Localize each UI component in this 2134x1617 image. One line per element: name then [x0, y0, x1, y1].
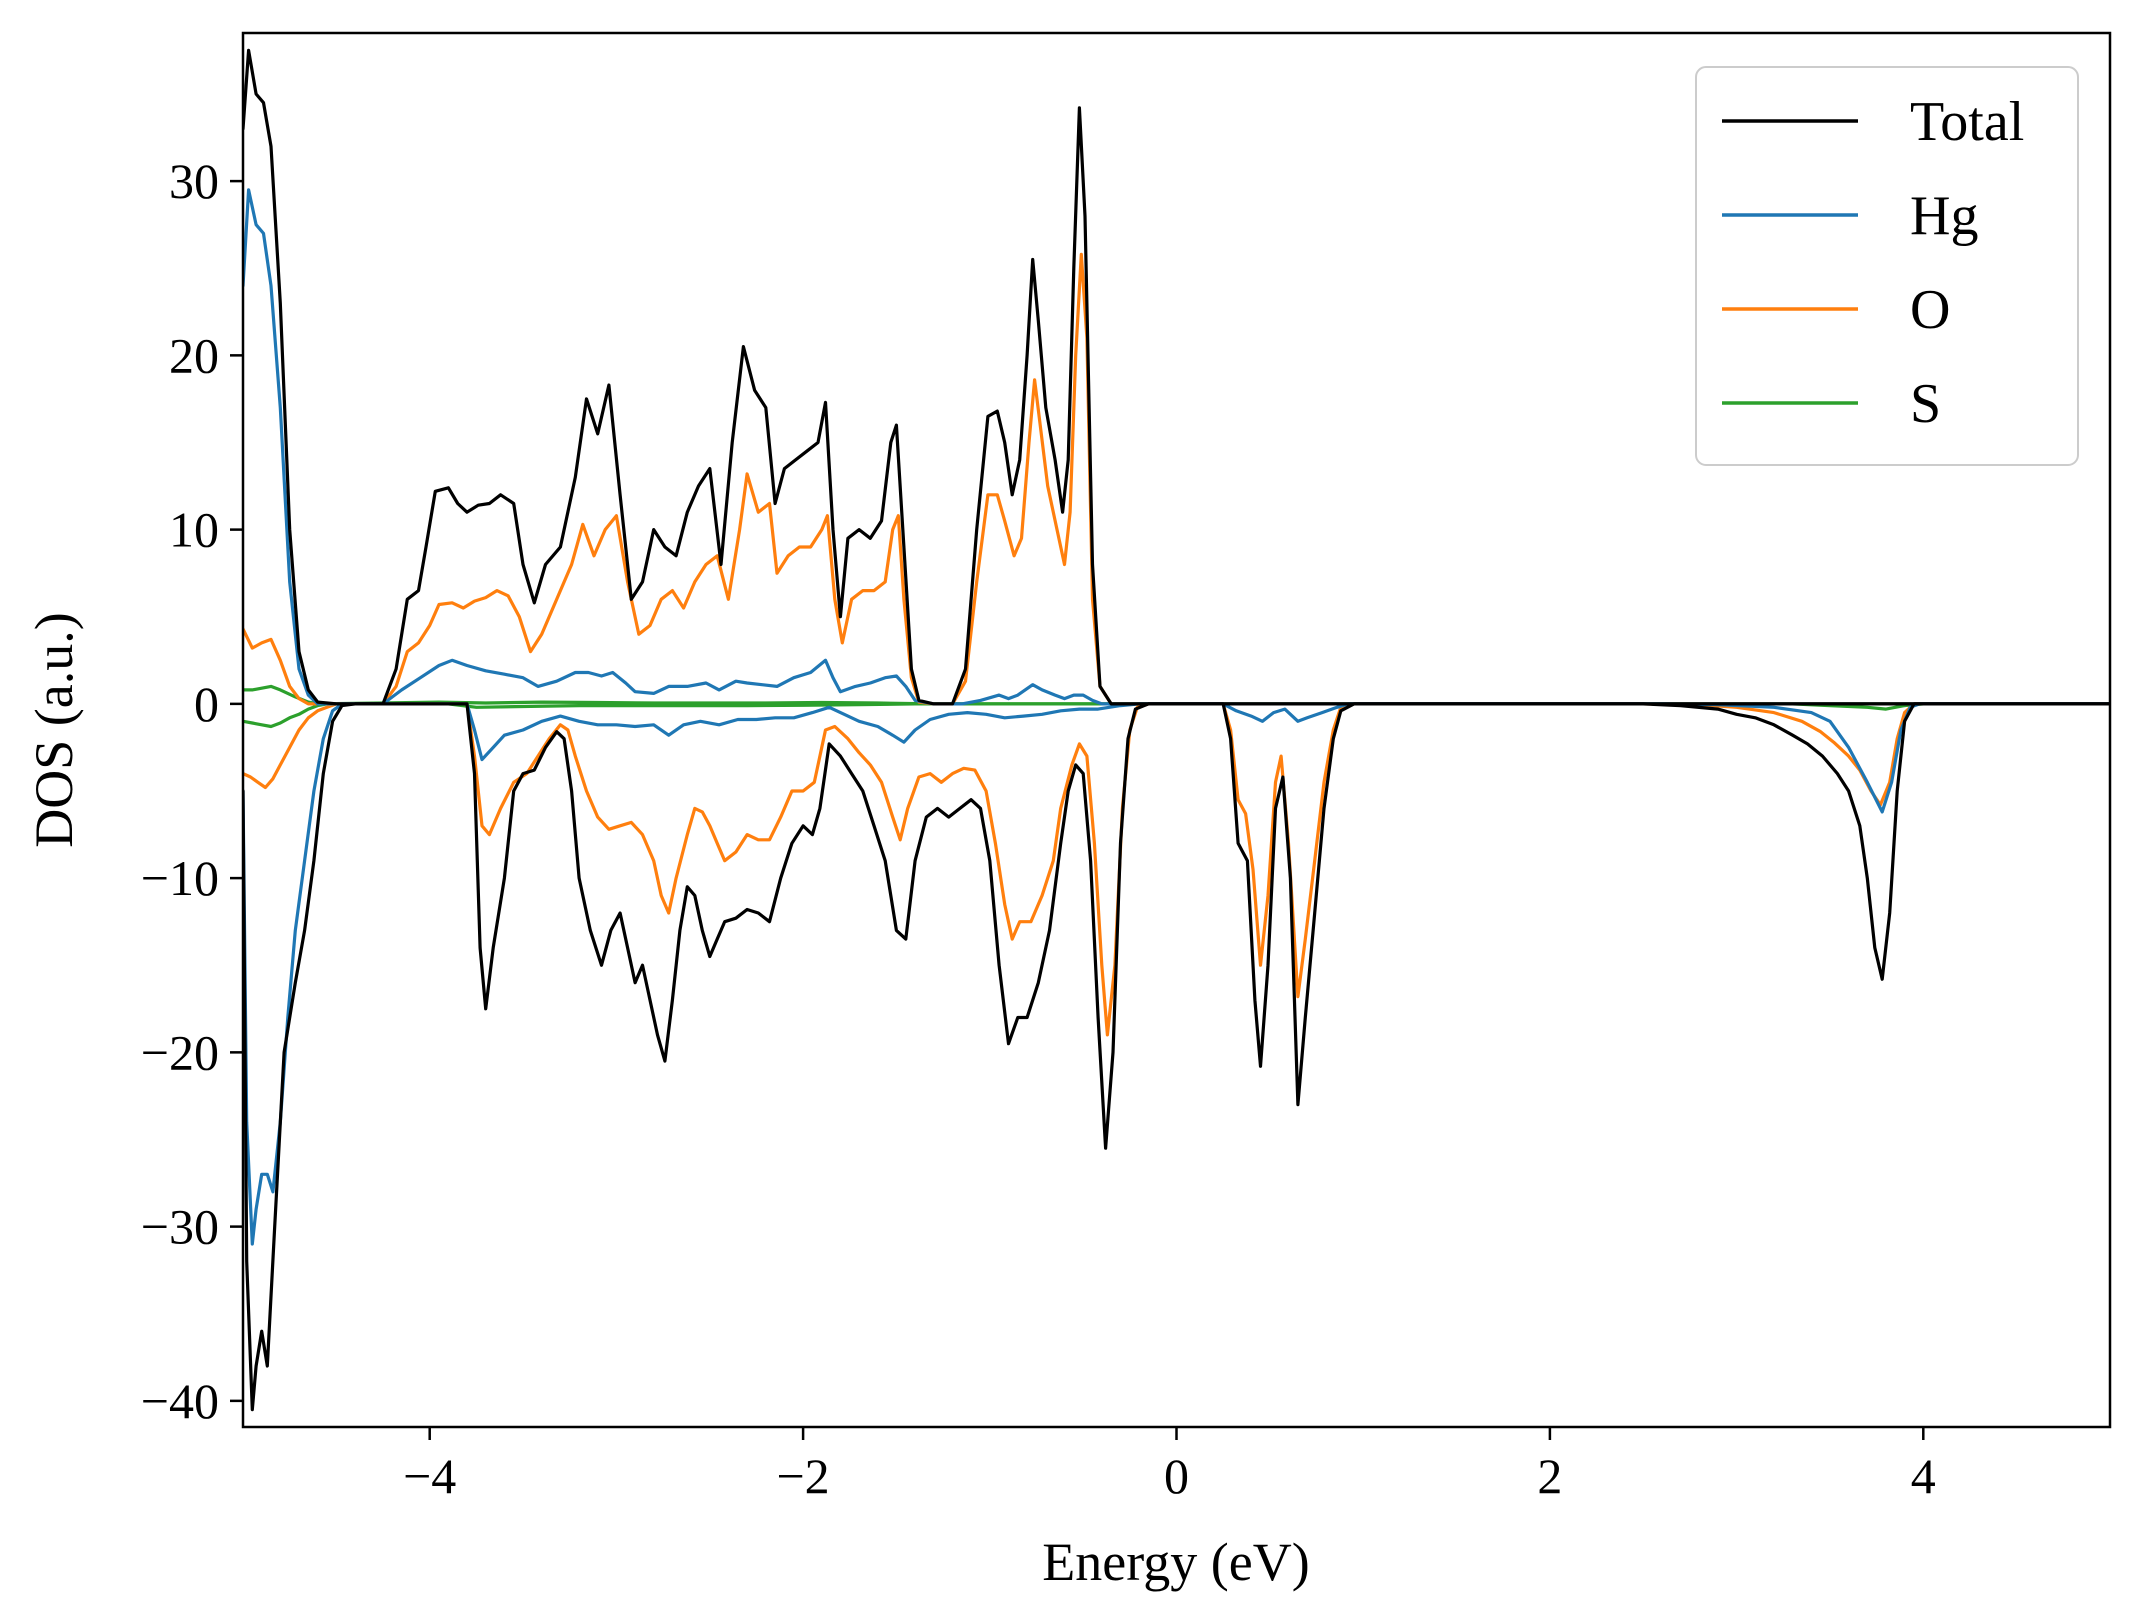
- series-layer: [243, 48, 2110, 1412]
- x-tick-label: 4: [1911, 1448, 1936, 1504]
- x-tick-label: 0: [1164, 1448, 1189, 1504]
- legend-label-hg: Hg: [1910, 185, 1978, 247]
- series-o-spin-down-line: [243, 702, 2110, 1037]
- y-axis-label: DOS (a.u.): [24, 612, 84, 847]
- series-s-spin-down-line: [243, 702, 2110, 729]
- y-tick-label: 20: [169, 327, 219, 383]
- y-tick-label: 0: [194, 676, 219, 732]
- series-total-spin-down-line: [243, 702, 2110, 1412]
- y-axis: −40 −30 −20 −10 0 10 20 30: [141, 153, 243, 1429]
- legend-label-total: Total: [1910, 91, 2024, 153]
- y-tick-label: −30: [141, 1199, 219, 1255]
- x-axis-label: Energy (eV): [1042, 1532, 1309, 1592]
- series-s-spin-up-line: [243, 684, 2110, 706]
- series-total-spin-up-line: [243, 48, 2110, 706]
- y-tick-label: 30: [169, 153, 219, 209]
- legend-box: [1695, 66, 2079, 466]
- legend-label-s: S: [1910, 373, 1941, 435]
- x-tick-label: −4: [403, 1448, 456, 1504]
- legend-items: Total Hg OS: [1722, 91, 2024, 435]
- x-tick-label: 2: [1537, 1448, 1562, 1504]
- legend: Total Hg OS: [1695, 66, 2079, 466]
- y-tick-label: −10: [141, 850, 219, 906]
- y-tick-label: −40: [141, 1373, 219, 1429]
- legend-label-o: O: [1910, 279, 1950, 341]
- x-axis: −4 −2 0 2 4: [403, 1427, 1936, 1504]
- y-tick-label: 10: [169, 502, 219, 558]
- y-tick-label: −20: [141, 1024, 219, 1080]
- series-hg-spin-up-line: [243, 188, 2110, 706]
- x-tick-label: −2: [776, 1448, 829, 1504]
- series-o-spin-up-line: [243, 252, 2110, 706]
